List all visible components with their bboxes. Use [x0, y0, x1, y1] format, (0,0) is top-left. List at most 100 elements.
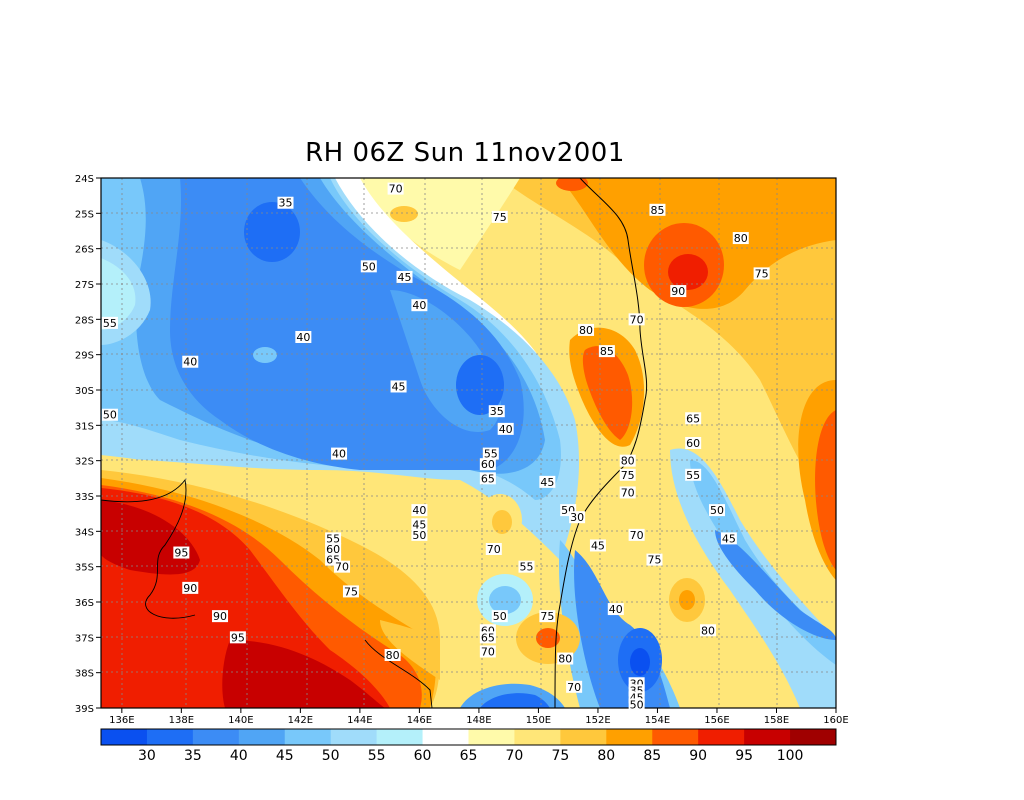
lon-tick-label: 140E — [228, 715, 253, 726]
contour-fill-layer — [101, 178, 836, 708]
contour-label: 50 — [360, 260, 377, 273]
longitude-tick-labels: 136E 138E 140E 142E 144E 146E 148E 150E 152E 154E… — [109, 708, 849, 726]
svg-text:70: 70 — [335, 561, 349, 574]
lat-tick-label: 31S — [75, 421, 94, 432]
svg-text:70: 70 — [567, 681, 581, 694]
contour-label: 60 — [479, 458, 496, 471]
svg-text:80: 80 — [386, 649, 400, 662]
contour-label: 85 — [598, 345, 615, 358]
lon-tick-label: 144E — [347, 715, 372, 726]
svg-text:40: 40 — [332, 448, 346, 461]
colorbar-swatch — [698, 729, 745, 745]
contour-label: 65 — [479, 631, 496, 644]
svg-text:40: 40 — [609, 603, 623, 616]
contour-label: 55 — [685, 468, 702, 482]
contour-label: 50 — [628, 698, 645, 711]
lat-tick-label: 29S — [75, 351, 94, 362]
contour-label: 70 — [628, 528, 645, 542]
contour-label: 80 — [384, 649, 401, 662]
lat-tick-label: 37S — [75, 633, 94, 644]
colorbar-tick-label: 30 — [138, 748, 156, 764]
colorbar-swatch — [376, 729, 424, 745]
svg-text:60: 60 — [326, 543, 340, 556]
svg-text:45: 45 — [722, 532, 736, 545]
colorbar-swatch — [514, 729, 561, 745]
svg-text:85: 85 — [650, 204, 664, 217]
lon-tick-label: 142E — [288, 715, 313, 726]
svg-text:40: 40 — [296, 331, 310, 344]
svg-text:50: 50 — [362, 260, 376, 273]
svg-text:95: 95 — [174, 547, 188, 560]
colorbar-tick-label: 70 — [506, 748, 524, 764]
svg-text:40: 40 — [412, 299, 426, 312]
contour-label: 75 — [619, 468, 636, 482]
lon-tick-label: 138E — [169, 715, 194, 726]
colorbar-swatch — [652, 729, 699, 745]
contour-label: 70 — [479, 645, 496, 658]
lat-tick-label: 27S — [75, 280, 94, 291]
contour-label: 35 — [488, 405, 505, 418]
plot-frame — [100, 177, 837, 709]
contour-label: 30 — [569, 511, 586, 524]
contour-label: 35 — [277, 196, 294, 210]
lon-tick-label: 148E — [466, 715, 491, 726]
gridlines — [101, 178, 836, 708]
contour-label: 80 — [578, 323, 595, 337]
svg-text:80: 80 — [701, 624, 715, 637]
colorbar-swatch — [284, 729, 332, 745]
svg-text:50: 50 — [103, 409, 117, 422]
contour-label: 90 — [182, 581, 199, 595]
svg-text:90: 90 — [183, 582, 197, 595]
svg-text:75: 75 — [647, 554, 661, 567]
contour-label: 70 — [619, 486, 636, 499]
contour-label: 50 — [708, 504, 725, 517]
contour-label: 45 — [539, 475, 556, 489]
contour-label: 65 — [479, 472, 496, 485]
contour-label: 80 — [557, 652, 574, 666]
colorbar-swatch — [560, 729, 607, 745]
contour-label: 55 — [482, 447, 499, 461]
contour-label: 75 — [646, 553, 663, 567]
svg-text:55: 55 — [103, 317, 117, 330]
colorbar-tick-label: 60 — [414, 748, 432, 764]
lat-tick-label: 38S — [75, 669, 94, 680]
colorbar-tick-label: 75 — [551, 748, 569, 764]
svg-text:70: 70 — [630, 313, 644, 326]
svg-text:90: 90 — [671, 285, 685, 298]
colorbar-tick-label: 85 — [643, 748, 661, 764]
contour-label: 85 — [649, 203, 666, 217]
lat-tick-label: 35S — [75, 563, 94, 574]
lat-tick-label: 25S — [75, 209, 94, 220]
svg-text:70: 70 — [621, 486, 635, 499]
contour-label: 70 — [334, 560, 351, 574]
svg-text:80: 80 — [734, 232, 748, 245]
colorbar-tick-label: 95 — [735, 748, 753, 764]
contour-label: 70 — [628, 313, 645, 326]
colorbar-swatch — [330, 729, 378, 745]
contour-label: 40 — [411, 504, 428, 517]
contour-label: 60 — [685, 437, 702, 450]
contour-label: 55 — [518, 560, 535, 574]
contour-label: 75 — [753, 267, 770, 280]
svg-text:95: 95 — [231, 631, 245, 644]
svg-text:75: 75 — [344, 585, 358, 598]
colorbar-tick-label: 55 — [368, 748, 386, 764]
colorbar-swatch — [606, 729, 653, 745]
contour-label: 70 — [387, 182, 404, 196]
contour-label: 40 — [497, 422, 514, 436]
svg-text:40: 40 — [499, 423, 513, 436]
svg-text:65: 65 — [481, 472, 495, 485]
colorbar-tick-label: 90 — [689, 748, 707, 764]
colorbar-tick-label: 100 — [777, 748, 804, 764]
contour-label: 80 — [619, 454, 636, 468]
lon-tick-label: 160E — [823, 715, 848, 726]
svg-text:55: 55 — [686, 469, 700, 482]
contour-label: 55 — [101, 316, 118, 330]
svg-text:45: 45 — [392, 380, 406, 393]
contour-label: 80 — [732, 232, 749, 245]
contour-label: 50 — [411, 528, 428, 542]
contour-label: 40 — [182, 355, 199, 369]
lon-tick-label: 154E — [645, 715, 670, 726]
colorbar-swatch — [238, 729, 286, 745]
svg-text:50: 50 — [630, 698, 644, 711]
